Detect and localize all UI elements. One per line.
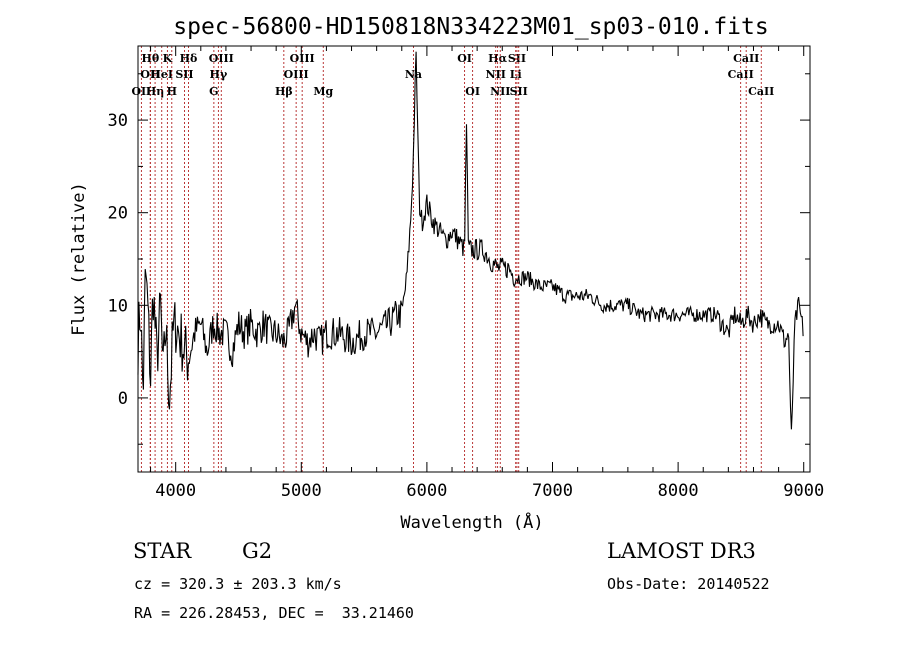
line-marker-label: CaII (733, 52, 759, 65)
line-marker-label: OIII (284, 68, 309, 81)
line-marker-label: OII (131, 85, 151, 98)
line-marker-label: Hη (146, 85, 164, 98)
obs-date-line: Obs-Date: 20140522 (607, 575, 770, 593)
line-marker-label: NII (486, 68, 506, 81)
x-tick-label: 5000 (281, 481, 322, 501)
x-tick-label: 8000 (658, 481, 699, 501)
x-tick-label: 6000 (406, 481, 447, 501)
spectrum-line (137, 51, 804, 430)
object-class: STAR (133, 539, 192, 563)
x-axis-label: Wavelength (Å) (400, 511, 543, 533)
line-marker-label: OI (465, 85, 480, 98)
subclass: G2 (242, 539, 273, 563)
plot-frame (137, 45, 811, 473)
line-marker-label: Na (405, 68, 422, 81)
y-tick-label: 30 (108, 111, 128, 131)
line-marker-label: OI (457, 52, 472, 65)
line-marker-label: CaII (728, 68, 754, 81)
line-marker-label: OIII (209, 52, 234, 65)
line-marker-label: H (167, 85, 177, 98)
x-tick-label: 4000 (155, 481, 196, 501)
x-tick-label: 9000 (783, 481, 824, 501)
survey-label: LAMOST DR3 (607, 539, 756, 563)
line-marker-label: Hα (488, 52, 507, 65)
y-tick-label: 10 (108, 296, 128, 316)
chart-title: spec-56800-HD150818N334223M01_sp03-010.f… (173, 14, 768, 40)
line-marker-label: CaII (748, 85, 774, 98)
line-marker-label: Hγ (210, 68, 228, 81)
line-marker-label: Hβ (275, 85, 293, 98)
axes-group: 4000 5000 6000 7000 8000 9000 0 10 20 30 (108, 46, 824, 501)
line-marker-label: K (163, 52, 173, 65)
y-tick-label: 0 (118, 389, 128, 409)
line-marker-label: Hδ (180, 52, 198, 65)
line-marker-label: NII (490, 85, 510, 98)
redshift-line: cz = 320.3 ± 203.3 km/s (134, 575, 342, 593)
line-marker-label: SII (508, 52, 526, 65)
y-axis-label: Flux (relative) (69, 182, 89, 336)
x-tick-label: 7000 (532, 481, 573, 501)
y-tick-label: 20 (108, 204, 128, 224)
line-marker-label: HeI (150, 68, 173, 81)
coordinates-line: RA = 226.28453, DEC = 33.21460 (134, 604, 414, 622)
line-marker-label: SII (175, 68, 193, 81)
line-marker-label: OIII (290, 52, 315, 65)
line-marker-label: SII (510, 85, 528, 98)
line-marker-label: Li (510, 68, 522, 81)
line-marker-label: Mg (313, 85, 333, 98)
line-marker-label: G (209, 85, 218, 98)
